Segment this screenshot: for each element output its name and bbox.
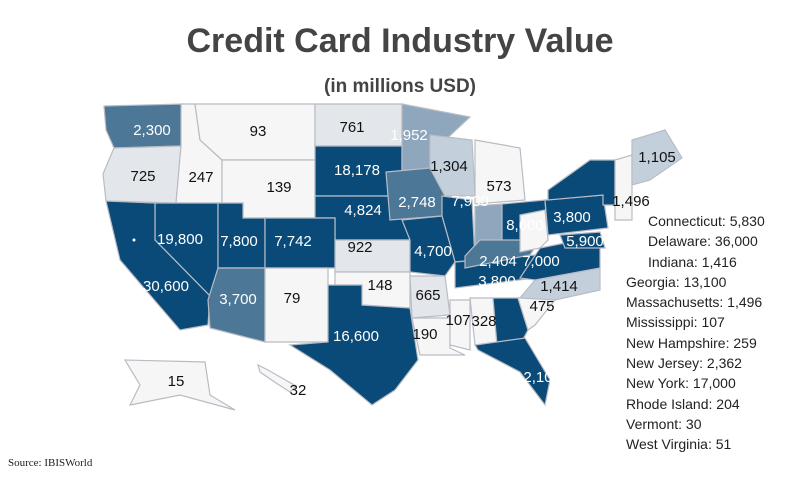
- state-value-wi: 1,304: [430, 158, 468, 175]
- legend-item: New York: 17,000: [626, 375, 736, 392]
- state-value-ks: 922: [347, 239, 372, 256]
- state-value-al: 328: [471, 313, 496, 330]
- state-value-ky: 2,404: [479, 253, 517, 270]
- state-value-ar: 665: [415, 287, 440, 304]
- state-value-va: 7,000: [522, 253, 560, 270]
- state-value-nv: 19,800: [157, 231, 203, 248]
- state-value-md: 5,900: [566, 233, 604, 250]
- state-me: [631, 129, 683, 186]
- state-wi: [429, 134, 476, 197]
- legend-item: West Virginia: 51: [626, 436, 732, 453]
- state-value-mt: 93: [250, 123, 267, 140]
- state-wv: [519, 209, 549, 253]
- state-value-ia: 2,748: [398, 194, 436, 211]
- state-value-id: 247: [188, 169, 213, 186]
- legend-item: New Hampshire: 259: [626, 334, 757, 351]
- state-mi: [474, 139, 526, 205]
- state-value-or: 725: [130, 168, 155, 185]
- state-az: [207, 267, 266, 343]
- state-value-oh: 8,600: [506, 217, 544, 234]
- state-ga: [492, 297, 529, 346]
- state-value-az: 3,700: [219, 291, 257, 308]
- legend-item: Delaware: 36,000: [648, 233, 758, 250]
- state-value-mo: 4,700: [414, 243, 452, 260]
- state-value-me: 1,105: [638, 149, 676, 166]
- state-value-fl: 2,10: [523, 369, 552, 386]
- state-ne-region: [614, 154, 633, 221]
- legend-item: Mississippi: 107: [626, 314, 725, 331]
- state-value-sc: 475: [529, 298, 554, 315]
- state-value-sd: 18,178: [334, 162, 380, 179]
- state-value-pa: 3,800: [553, 209, 591, 226]
- state-value-tn: 3,800: [478, 273, 516, 290]
- state-value-ms: 107: [445, 312, 470, 329]
- state-value-mi: 573: [486, 178, 511, 195]
- state-value-ak: 15: [168, 373, 185, 390]
- state-value-ne: 4,824: [344, 202, 382, 219]
- legend-item: Massachusetts: 1,496: [626, 294, 763, 311]
- source-note: Source: IBISWorld: [8, 457, 93, 469]
- state-hi: [257, 363, 297, 393]
- state-value-ne-region: 1,496: [612, 193, 650, 210]
- state-ms: [449, 299, 471, 351]
- state-value-nm: 79: [284, 290, 301, 307]
- state-value-co: 7,742: [274, 233, 312, 250]
- state-value-wa: 2,300: [133, 122, 171, 139]
- legend-item: Vermont: 30: [626, 415, 702, 432]
- legend-item: New Jersey: 2,362: [626, 355, 742, 372]
- page-title: Credit Card Industry Value: [186, 22, 614, 60]
- state-ak: [123, 359, 236, 411]
- state-value-il-float: 7,900: [451, 193, 489, 210]
- state-value-tx: 16,600: [333, 328, 379, 345]
- state-tx: [288, 284, 419, 406]
- legend-item: Georgia: 13,100: [626, 273, 727, 290]
- state-value-nd: 761: [339, 119, 364, 136]
- state-value-ok: 148: [367, 277, 392, 294]
- state-ny: [547, 159, 616, 206]
- state-values-legend: Connecticut: 5,830 Delaware: 36,000 Indian…: [626, 211, 798, 455]
- state-value-hi: 32: [290, 382, 307, 399]
- california-dot: [132, 238, 136, 242]
- state-value-mn: 1,952: [390, 127, 428, 144]
- page-subtitle: (in millions USD): [324, 76, 476, 97]
- state-value-ca: 30,600: [143, 278, 189, 295]
- state-value-la: 190: [412, 326, 437, 343]
- state-value-wy: 139: [266, 179, 291, 196]
- state-value-ut: 7,800: [220, 233, 258, 250]
- state-la: [411, 317, 466, 356]
- state-md: [559, 231, 606, 249]
- state-value-nc: 1,414: [540, 278, 578, 295]
- legend-item: Rhode Island: 204: [626, 395, 740, 412]
- state-co: [264, 217, 336, 269]
- legend-item: Connecticut: 5,830: [648, 213, 765, 229]
- legend-item: Indiana: 1,416: [648, 253, 737, 270]
- state-fl: [474, 337, 551, 407]
